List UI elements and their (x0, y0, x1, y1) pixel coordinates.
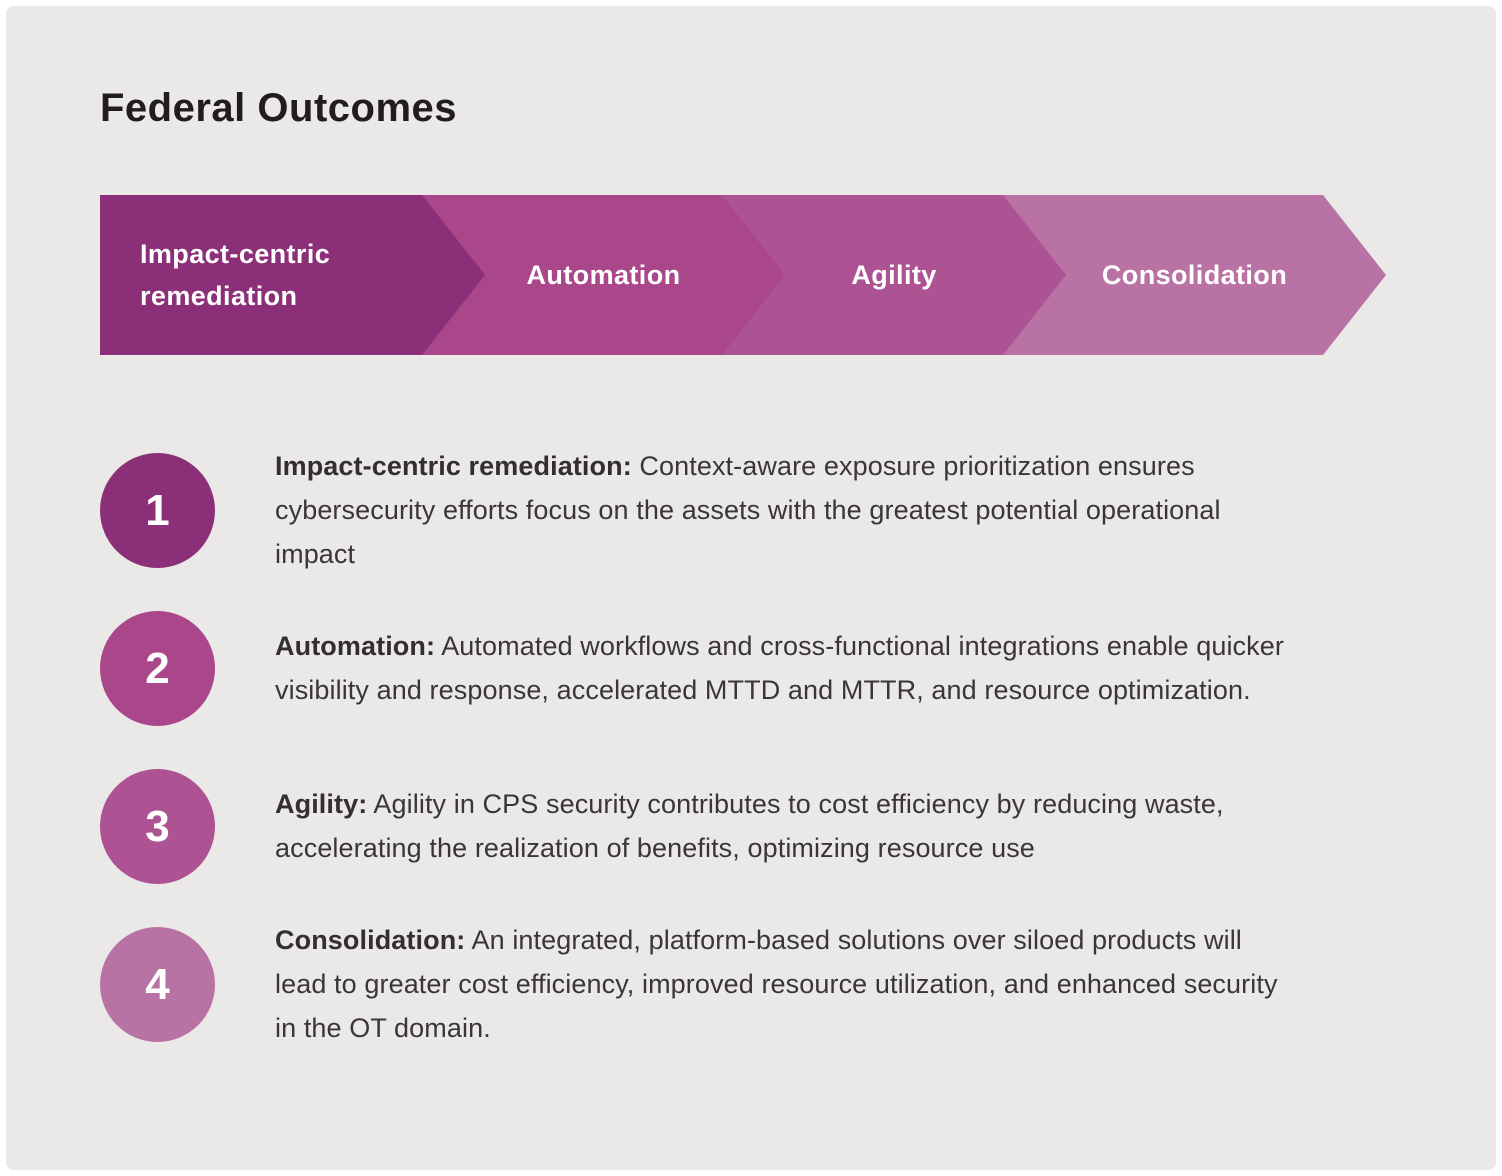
number-badge-3: 3 (100, 768, 215, 884)
outcome-lead: Agility: (275, 789, 368, 819)
stage-impact-centric-remediation-chevron: Impact-centric remediation (100, 195, 485, 355)
outcome-body: An integrated, platform-based solutions … (275, 925, 1278, 1043)
stage-label: Consolidation (1101, 260, 1288, 290)
outcome-body: Context-aware exposure prioritization en… (275, 451, 1221, 569)
list-item: 3 Agility: Agility in CPS security contr… (100, 747, 1390, 905)
outcome-lead: Impact-centric remediation: (275, 451, 632, 481)
outcome-description: Consolidation: An integrated, platform-b… (275, 918, 1285, 1050)
stage-agility-chevron: Agility (722, 195, 1066, 355)
outcome-body: Agility in CPS security contributes to c… (275, 789, 1224, 863)
outcome-body: Automated workflows and cross-functional… (275, 631, 1284, 705)
outcome-description: Agility: Agility in CPS security contrib… (275, 782, 1285, 870)
number-badge-1: 1 (100, 452, 215, 568)
stage-label: Impact-centric remediation (140, 239, 331, 311)
list-item: 1 Impact-centric remediation: Context-aw… (100, 431, 1390, 589)
stage-consolidation-chevron: Consolidation (1003, 195, 1386, 355)
number-badge-2: 2 (100, 610, 215, 726)
list-item: 2 Automation: Automated workflows and cr… (100, 589, 1390, 747)
outcome-description: Impact-centric remediation: Context-awar… (275, 444, 1285, 576)
outcome-description: Automation: Automated workflows and cros… (275, 624, 1285, 712)
outcomes-list: 1 Impact-centric remediation: Context-aw… (100, 431, 1390, 1063)
stage-label: Agility (851, 260, 937, 290)
list-item: 4 Consolidation: An integrated, platform… (100, 905, 1390, 1063)
number-badge-4: 4 (100, 926, 215, 1042)
outcome-lead: Automation: (275, 631, 436, 661)
page-title: Federal Outcomes (100, 86, 458, 130)
outcome-lead: Consolidation: (275, 925, 466, 955)
stage-label: Automation (526, 260, 681, 290)
process-chevron-banner: Impact-centric remediation Automation Ag… (100, 195, 1386, 355)
